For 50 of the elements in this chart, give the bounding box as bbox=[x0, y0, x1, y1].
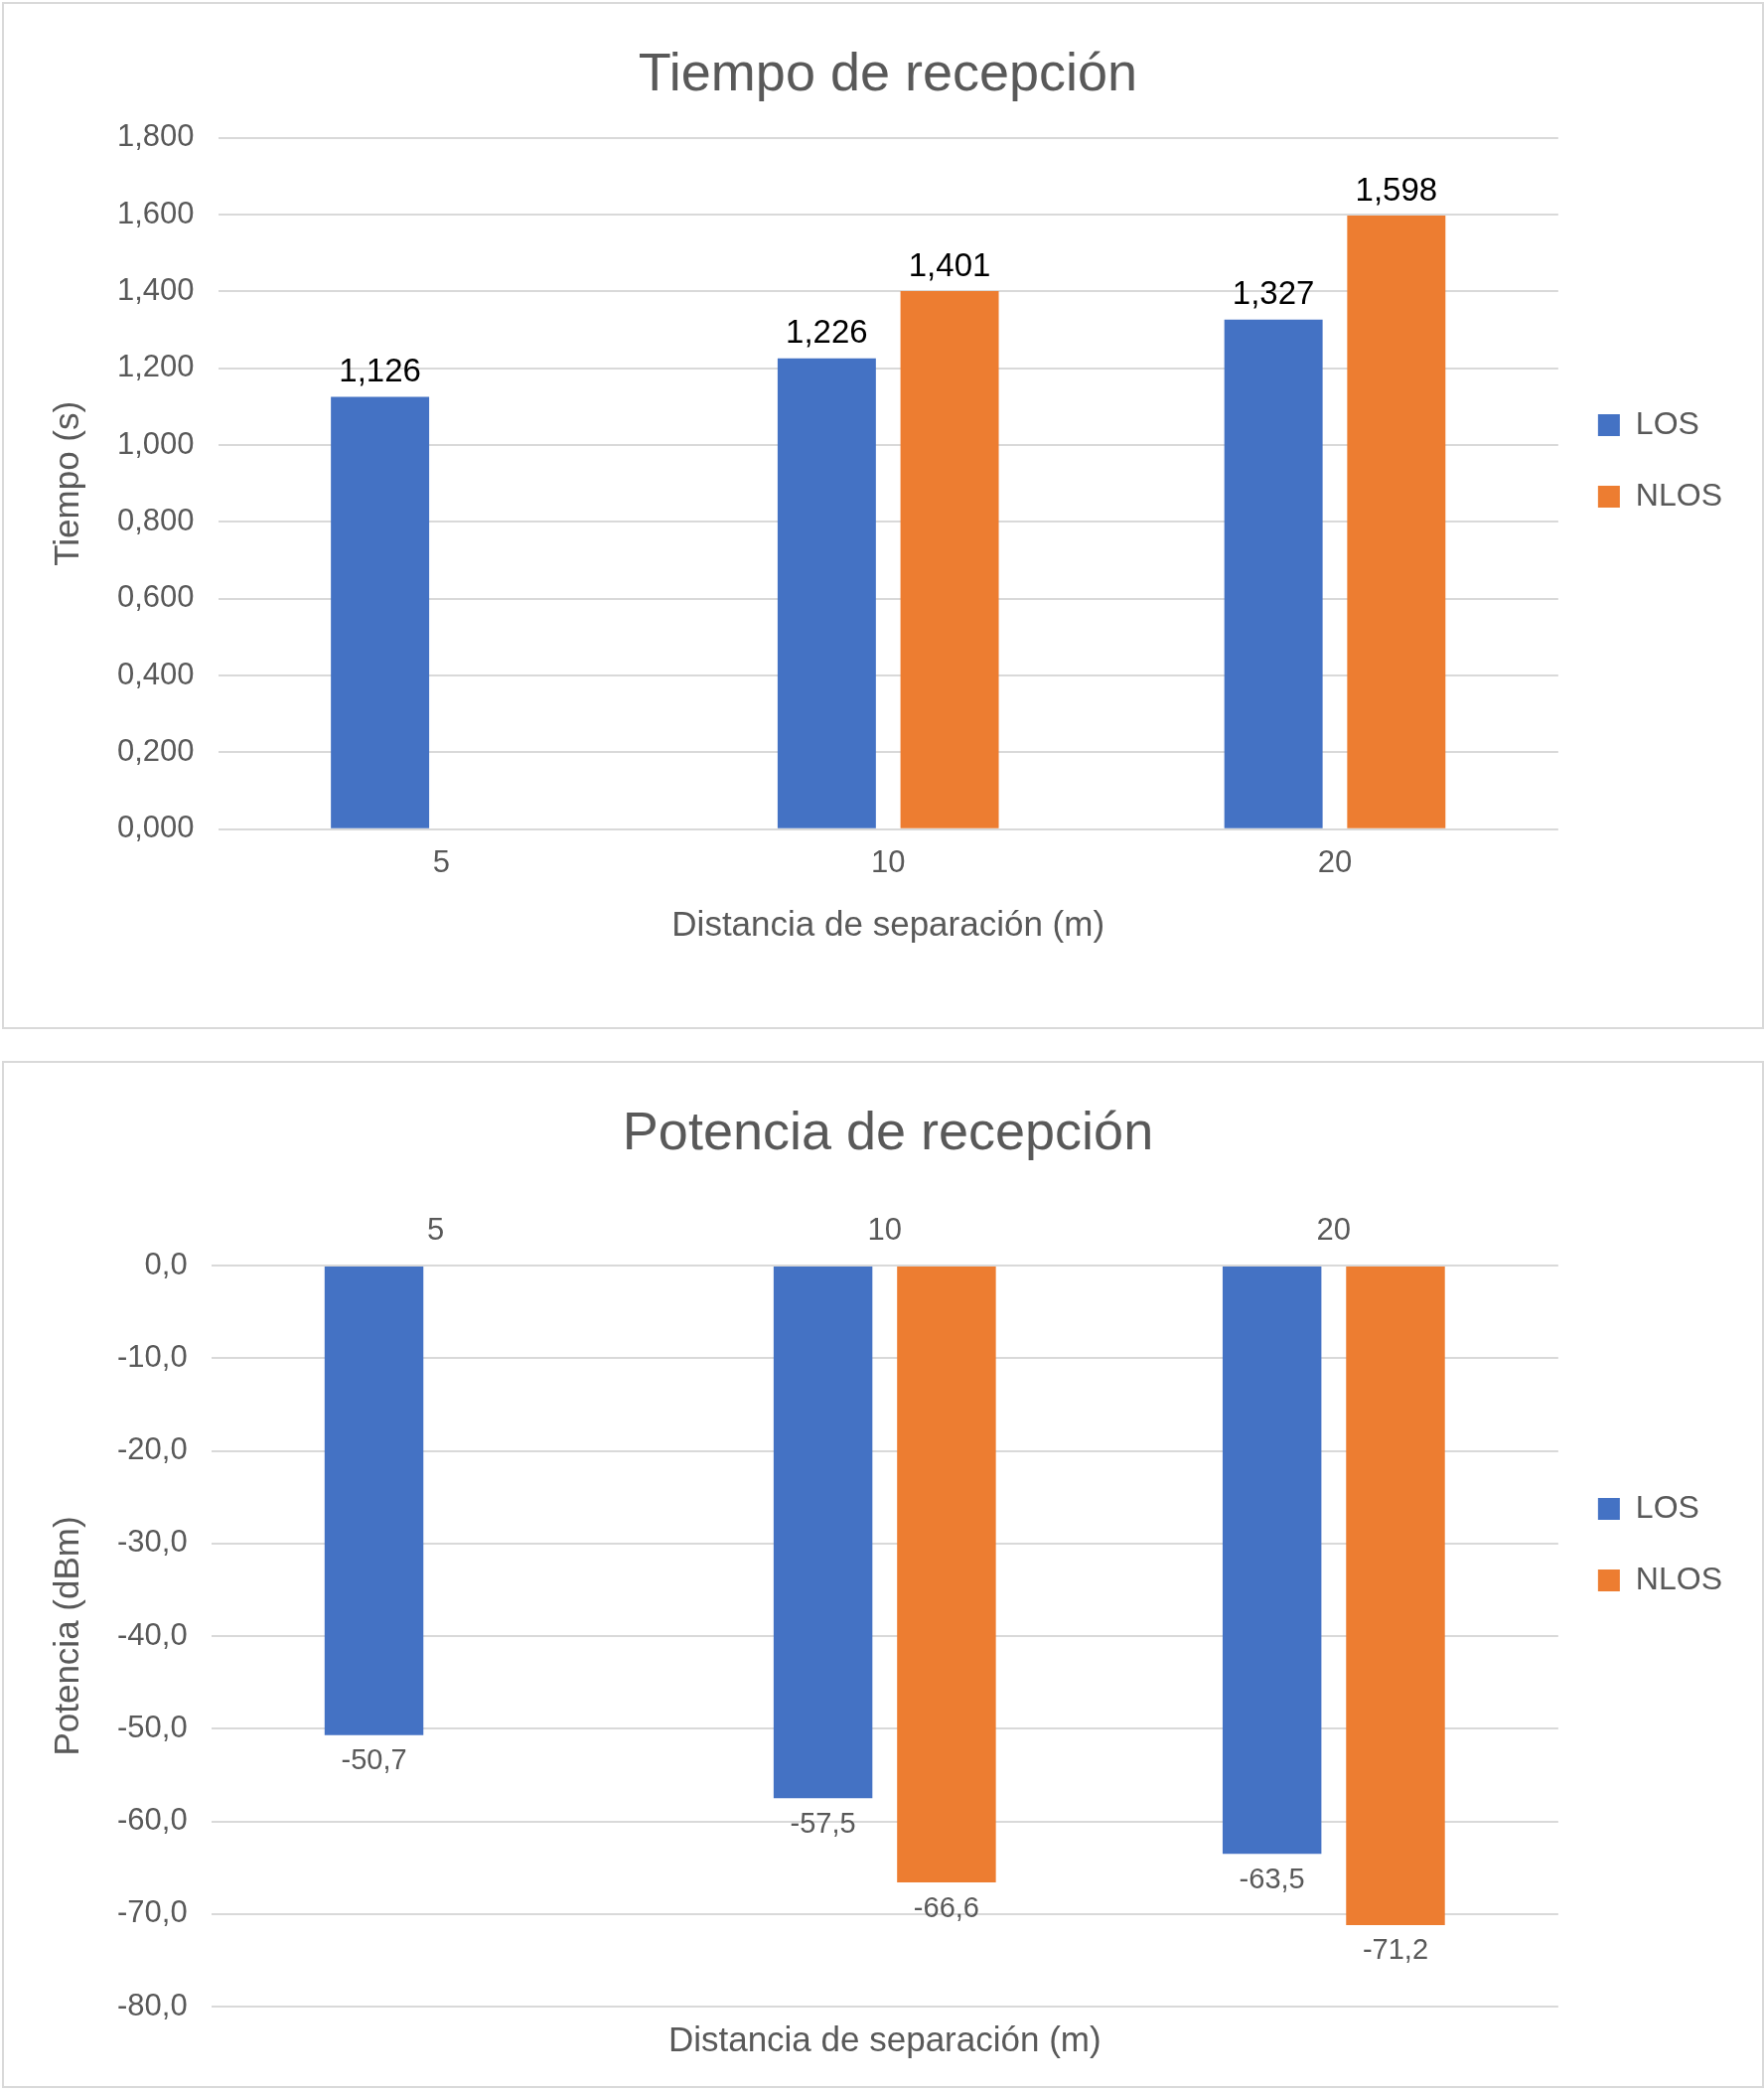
x-tick-label: 20 bbox=[1316, 1211, 1352, 1247]
y-axis-title: Tiempo (s) bbox=[46, 400, 85, 566]
x-tick-label: 10 bbox=[867, 1211, 902, 1247]
chart-title: Potencia de recepción bbox=[622, 1101, 1154, 1161]
legend-label: LOS bbox=[1635, 404, 1699, 441]
legend-label: NLOS bbox=[1635, 476, 1722, 513]
data-label: 1,327 bbox=[1232, 274, 1315, 312]
y-tick-label: -70,0 bbox=[116, 1894, 188, 1930]
y-tick-label: 1,000 bbox=[117, 425, 195, 461]
data-label: -57,5 bbox=[790, 1806, 856, 1839]
y-tick-label: 0,0 bbox=[144, 1246, 188, 1281]
y-axis-title: Potencia (dBm) bbox=[46, 1516, 85, 1756]
y-tick-label: 1,200 bbox=[117, 349, 195, 384]
data-label: -63,5 bbox=[1239, 1862, 1305, 1894]
y-tick-label: -60,0 bbox=[116, 1802, 188, 1838]
data-label: 1,126 bbox=[339, 352, 421, 389]
y-tick-label: -80,0 bbox=[116, 1987, 188, 2022]
data-label: 1,226 bbox=[786, 313, 868, 351]
y-tick-label: 0,800 bbox=[117, 503, 195, 538]
bar bbox=[777, 358, 876, 828]
bar bbox=[1347, 215, 1446, 828]
y-tick-label: -30,0 bbox=[116, 1524, 188, 1560]
bar bbox=[900, 291, 999, 828]
y-tick-label: 1,400 bbox=[117, 272, 195, 308]
y-tick-label: -20,0 bbox=[116, 1431, 188, 1467]
chart-title: Tiempo de recepción bbox=[638, 42, 1138, 102]
x-tick-label: 20 bbox=[1317, 843, 1353, 879]
x-tick-label: 10 bbox=[870, 843, 906, 879]
bar bbox=[331, 396, 430, 828]
y-tick-label: 1,800 bbox=[117, 118, 195, 154]
y-tick-label: 0,400 bbox=[117, 656, 195, 691]
y-tick-label: 0,600 bbox=[117, 579, 195, 615]
y-tick-label: -10,0 bbox=[116, 1338, 188, 1374]
legend-label: NLOS bbox=[1635, 1560, 1722, 1596]
y-tick-label: -50,0 bbox=[116, 1709, 188, 1744]
legend-label: LOS bbox=[1635, 1488, 1699, 1525]
data-label: -71,2 bbox=[1362, 1933, 1429, 1966]
data-label: 1,598 bbox=[1355, 170, 1438, 208]
bar bbox=[1224, 319, 1323, 828]
data-label: 1,401 bbox=[908, 245, 991, 283]
y-tick-label: 0,000 bbox=[117, 810, 195, 845]
y-tick-label: 1,600 bbox=[117, 195, 195, 230]
y-tick-label: 0,200 bbox=[117, 733, 195, 769]
y-tick-label: -40,0 bbox=[116, 1616, 188, 1652]
x-tick-label: 5 bbox=[432, 843, 451, 879]
data-label: -50,7 bbox=[341, 1743, 407, 1776]
x-axis-title: Distancia de separación (m) bbox=[667, 2019, 1102, 2059]
data-label: -66,6 bbox=[913, 1890, 979, 1923]
x-tick-label: 5 bbox=[427, 1211, 445, 1247]
x-axis-title: Distancia de separación (m) bbox=[671, 903, 1105, 943]
